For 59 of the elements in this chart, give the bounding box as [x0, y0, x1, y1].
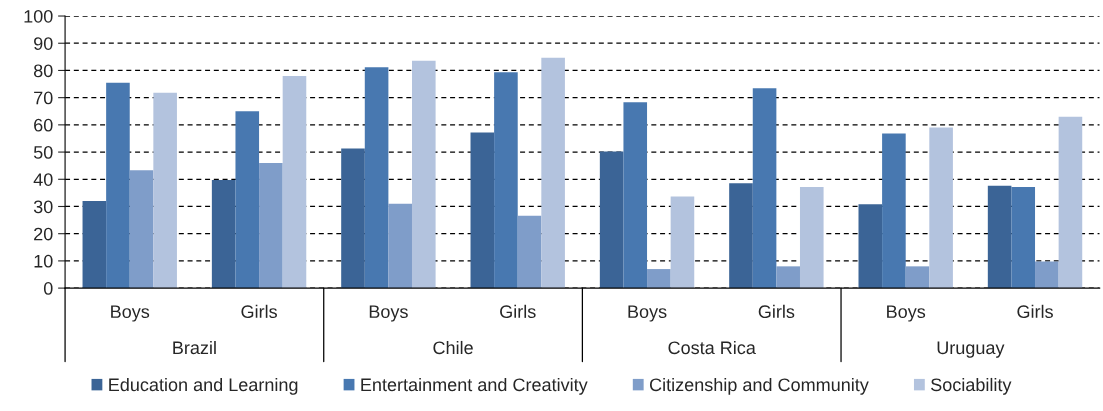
legend-label: Entertainment and Creativity: [361, 377, 588, 395]
bar: [129, 170, 154, 289]
y-tick-label: 100: [24, 9, 53, 23]
y-tick-label: 40: [33, 173, 53, 186]
bar: [799, 186, 824, 289]
bar: [517, 215, 542, 289]
bar: [470, 132, 495, 289]
y-tick-label: 0: [43, 282, 53, 295]
bar: [1011, 186, 1036, 289]
bar: [153, 92, 177, 289]
text: Chile: [433, 340, 473, 355]
y-tick-label: 10: [34, 254, 53, 268]
bar: [541, 57, 565, 289]
text: Uruguay: [937, 341, 1005, 358]
legend-label: Education and Learning: [109, 377, 298, 395]
bar: [623, 102, 648, 289]
bar: [599, 151, 624, 289]
bar: [1058, 116, 1083, 289]
bar: [882, 133, 906, 289]
bar: [670, 196, 695, 289]
text: Brazil: [173, 340, 216, 355]
y-tick-label: 60: [34, 118, 53, 132]
bar: [364, 67, 389, 289]
bar: [987, 185, 1012, 289]
bar: [752, 88, 777, 289]
y-tick-label: 20: [34, 227, 53, 241]
bar: [647, 269, 671, 289]
bar: [729, 183, 753, 289]
y-tick-label: 30: [33, 200, 53, 214]
bar: [905, 266, 930, 289]
bar: [259, 162, 283, 289]
bar: [235, 111, 260, 289]
bar: [106, 82, 130, 289]
legend-label: Citizenship and Community: [649, 377, 869, 395]
bar: [412, 60, 436, 289]
y-tick-label: 70: [34, 91, 53, 105]
y-tick-label: 80: [33, 64, 53, 78]
x-tick-label: Girls: [241, 304, 277, 319]
x-tick-label: Girls: [500, 304, 536, 319]
bar: [341, 148, 365, 289]
bar: [282, 75, 307, 289]
legend-label: Sociability: [931, 377, 1012, 395]
bar: [776, 266, 800, 289]
x-tick-label: Boys: [111, 305, 150, 322]
bar: [858, 204, 883, 289]
text: Costa Rica: [668, 340, 756, 355]
x-tick-label: Girls: [758, 304, 795, 319]
bar: [1035, 261, 1059, 289]
y-tick-label: 50: [33, 146, 53, 159]
bar: [494, 72, 518, 289]
x-tick-label: Boys: [369, 305, 408, 322]
bar: [82, 201, 107, 289]
x-tick-label: Boys: [628, 305, 667, 322]
x-tick-label: Boys: [887, 305, 926, 322]
bar: [388, 203, 412, 289]
x-tick-label: Girls: [1017, 304, 1053, 319]
bar: [929, 127, 953, 289]
bar: [211, 180, 236, 289]
y-tick-label: 90: [34, 37, 53, 50]
